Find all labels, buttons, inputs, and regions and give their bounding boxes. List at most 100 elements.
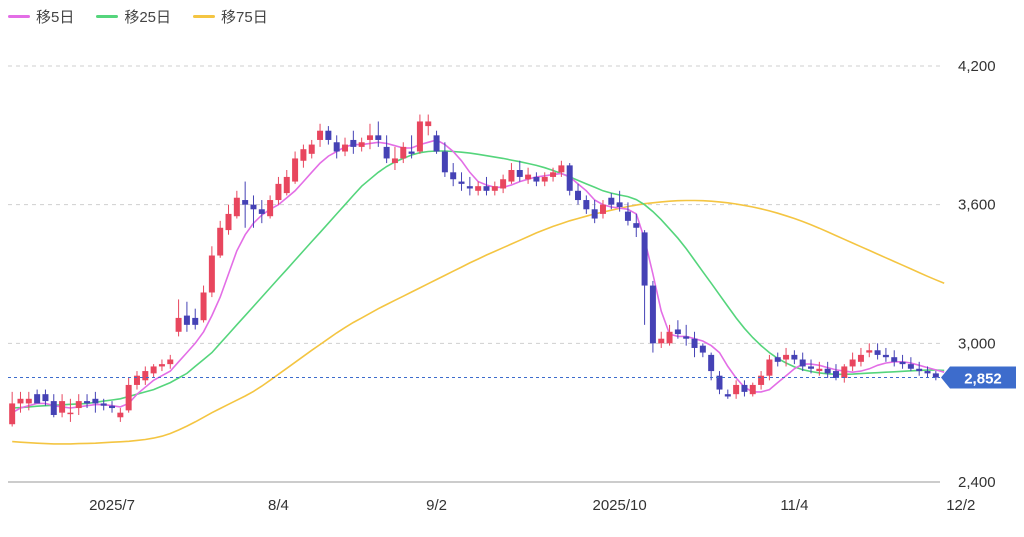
- candle-body: [117, 412, 124, 418]
- candle-body: [500, 179, 507, 189]
- x-tick-label: 2025/10: [593, 497, 647, 514]
- candle-body: [242, 200, 249, 205]
- candle-body: [9, 403, 16, 425]
- x-tick-label: 11/4: [780, 497, 808, 514]
- candle-body: [516, 170, 523, 177]
- candle-body: [716, 375, 723, 390]
- candle-body: [591, 209, 598, 219]
- candle-body: [42, 394, 49, 402]
- ma25-line: [12, 150, 945, 409]
- candle-body: [192, 317, 199, 325]
- candle-body: [233, 197, 240, 217]
- candle-body: [774, 357, 781, 362]
- legend-item-ma75[interactable]: 移75日: [193, 6, 268, 27]
- candle-body: [408, 151, 415, 154]
- candle-body: [733, 384, 740, 395]
- candle-body: [491, 186, 498, 191]
- candle-body: [674, 329, 681, 335]
- candle-body: [741, 384, 748, 392]
- candle-body: [475, 186, 482, 191]
- candle-body: [708, 354, 715, 372]
- candle-body: [874, 350, 881, 355]
- candle-body: [292, 158, 299, 182]
- candle-body: [783, 354, 790, 360]
- legend-item-ma5[interactable]: 移5日: [8, 6, 74, 27]
- candle-body: [333, 142, 340, 152]
- candle-body: [816, 368, 823, 372]
- candle-body: [566, 165, 573, 191]
- candle-body: [416, 121, 423, 152]
- candle-body: [183, 315, 190, 325]
- candle-body: [433, 135, 440, 152]
- candle-body: [450, 172, 457, 180]
- candle-body: [550, 172, 557, 177]
- candle-body: [891, 357, 898, 362]
- x-tick-label: 9/2: [426, 497, 447, 514]
- candle-body: [658, 338, 665, 344]
- candle-body: [608, 197, 615, 205]
- candle-body: [857, 354, 864, 362]
- candle-body: [525, 174, 532, 180]
- candle-body: [558, 165, 565, 173]
- legend-swatch-ma75: [193, 15, 216, 18]
- x-tick-label: 8/4: [268, 497, 289, 514]
- legend-swatch-ma25: [96, 15, 119, 18]
- candle-body: [383, 146, 390, 159]
- candle-body: [125, 384, 132, 411]
- candle-body: [832, 371, 839, 378]
- current-price-label: 2,852: [964, 371, 1002, 388]
- candle-body: [649, 285, 656, 344]
- candle-body: [34, 394, 41, 404]
- candle-body: [533, 176, 540, 182]
- legend-item-ma25[interactable]: 移25日: [96, 6, 171, 27]
- candle-body: [225, 213, 232, 231]
- y-tick-label: 3,600: [958, 197, 996, 214]
- candle-body: [75, 401, 82, 409]
- candle-body: [599, 204, 606, 214]
- candle-body: [150, 366, 157, 374]
- candle-body: [932, 373, 939, 378]
- candle-body: [841, 366, 848, 378]
- candle-body: [458, 181, 465, 184]
- candle-body: [342, 144, 349, 152]
- candle-body: [758, 375, 765, 385]
- candle-body: [59, 401, 66, 413]
- candle-body: [67, 412, 74, 415]
- candle-body: [100, 403, 107, 406]
- candle-body: [300, 149, 307, 161]
- x-tick-label: 12/2: [946, 497, 975, 514]
- candle-body: [366, 135, 373, 140]
- candle-body: [375, 135, 382, 140]
- candle-body: [17, 398, 24, 404]
- candle-body: [683, 336, 690, 339]
- candle-body: [441, 151, 448, 173]
- candle-body: [208, 255, 215, 293]
- candle-body: [158, 364, 165, 367]
- ma75-line: [12, 199, 945, 445]
- legend-swatch-ma5: [8, 15, 30, 18]
- candle-body: [466, 186, 473, 189]
- candle-body: [575, 190, 582, 201]
- current-price-marker: [941, 366, 1016, 389]
- candle-body: [641, 232, 648, 286]
- y-tick-label: 4,200: [958, 58, 996, 75]
- candle-body: [824, 368, 831, 374]
- candle-body: [391, 158, 398, 164]
- candle-body: [50, 401, 57, 415]
- candle-body: [308, 144, 315, 154]
- candle-body: [142, 371, 149, 381]
- legend-label-ma75: 移75日: [221, 9, 268, 26]
- candle-body: [250, 204, 257, 210]
- candle-body: [624, 211, 631, 221]
- candle-body: [358, 142, 365, 147]
- candle-body: [899, 361, 906, 365]
- candle-body: [907, 364, 914, 369]
- candle-body: [916, 368, 923, 372]
- candle-body: [217, 227, 224, 256]
- candle-body: [541, 176, 548, 182]
- candle-body: [92, 398, 99, 404]
- candle-body: [258, 209, 265, 214]
- y-tick-label: 2,400: [958, 474, 996, 491]
